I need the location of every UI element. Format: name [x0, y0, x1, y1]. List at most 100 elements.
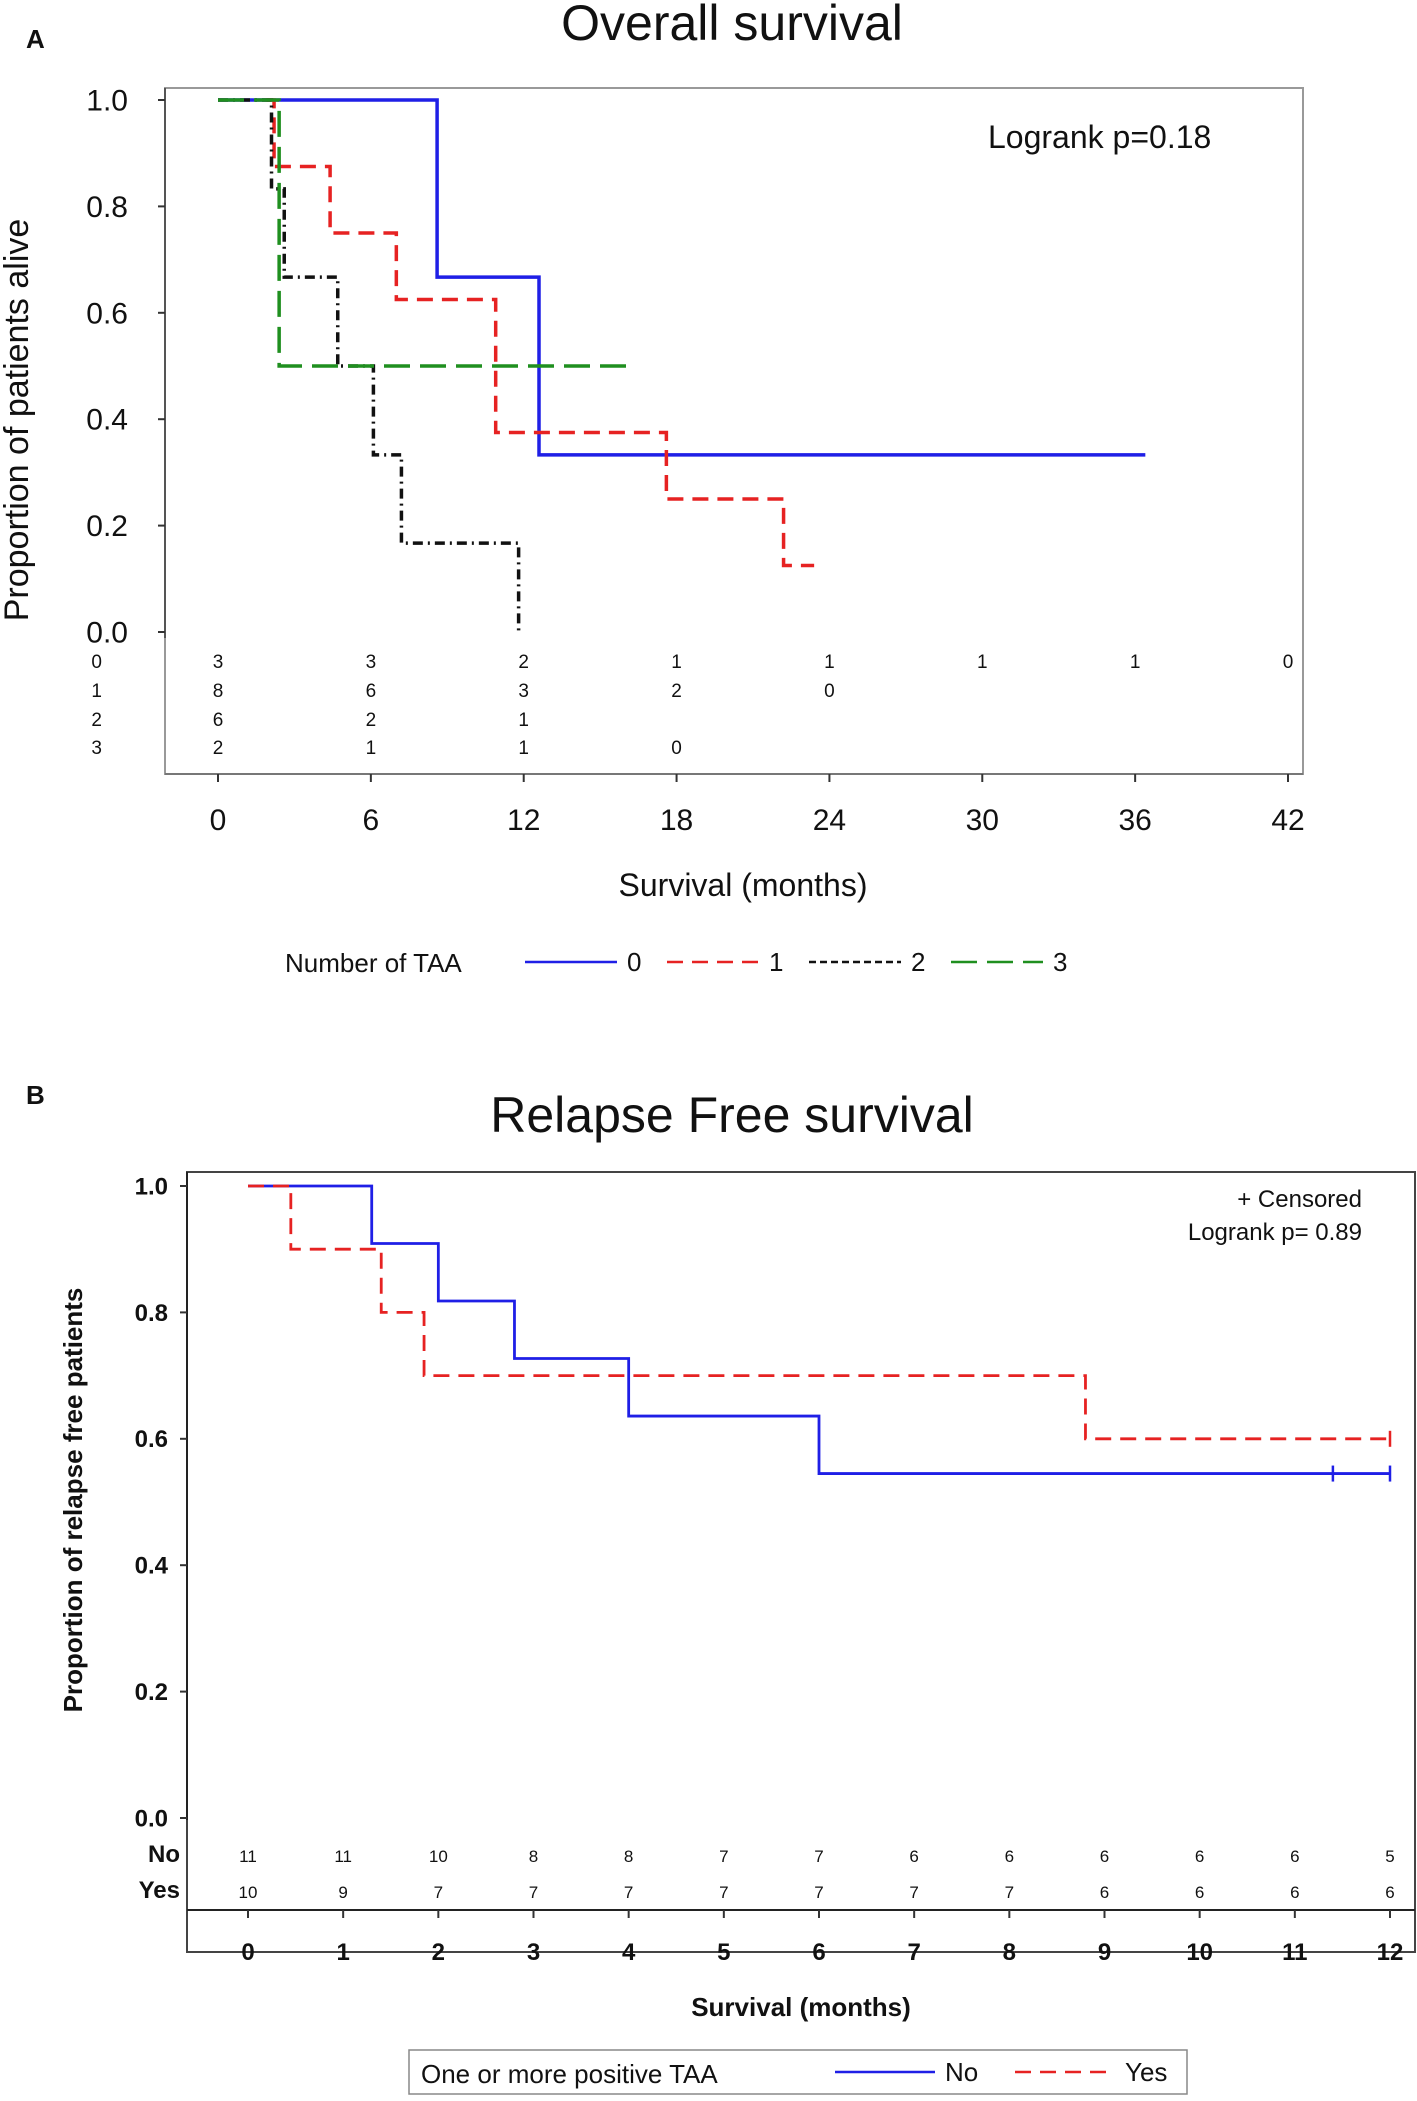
at-risk-count: 1 — [977, 652, 988, 673]
legend-label-3: 3 — [1053, 947, 1067, 977]
panel-a-legend: Number of TAA 0 1 2 3 — [285, 947, 1067, 978]
x-tick-label: 1 — [336, 1939, 349, 1966]
x-tick-label: 10 — [1186, 1939, 1213, 1966]
at-risk-count: 1 — [1130, 652, 1141, 673]
x-tick-label: 11 — [1282, 1939, 1307, 1966]
x-tick-label: 8 — [1003, 1939, 1016, 1966]
at-risk-count: 6 — [1100, 1847, 1109, 1866]
at-risk-count: 7 — [1005, 1883, 1014, 1902]
x-tick-label: 18 — [660, 804, 693, 837]
at-risk-count: 6 — [1290, 1883, 1299, 1902]
at-risk-count: 2 — [671, 681, 682, 702]
panel-b-label: B — [26, 1080, 45, 1110]
at-risk-count: 6 — [1005, 1847, 1014, 1866]
at-risk-count: 0 — [824, 681, 835, 702]
at-risk-count: 7 — [814, 1883, 823, 1902]
x-tick-label: 7 — [907, 1939, 920, 1966]
panel-b-legend-items: No Yes — [835, 2057, 1167, 2087]
at-risk-count: 11 — [334, 1847, 352, 1866]
at-risk-count: 7 — [434, 1883, 443, 1902]
at-risk-count: 1 — [518, 738, 529, 759]
at-risk-count: 6 — [1385, 1883, 1394, 1902]
at-risk-count: 7 — [529, 1883, 538, 1902]
panel-a-title: Overall survival — [561, 0, 903, 51]
at-risk-count: 8 — [529, 1847, 538, 1866]
at-risk-count: 6 — [366, 681, 377, 702]
legend-label-yes: Yes — [1125, 2057, 1167, 2087]
at-risk-count: 1 — [366, 738, 377, 759]
y-tick-label: 0.2 — [135, 1679, 168, 1706]
x-tick-label: 0 — [241, 1939, 254, 1966]
y-tick-label: 1.0 — [135, 1173, 168, 1200]
at-risk-count: 11 — [239, 1847, 257, 1866]
survival-curve-no — [248, 1184, 1390, 1475]
panel-a-x-ticks: 0 6 12 18 24 30 36 42 — [210, 774, 1305, 837]
at-risk-row-label: 3 — [91, 738, 102, 759]
at-risk-count: 5 — [1385, 1847, 1394, 1866]
at-risk-row-label: 2 — [91, 710, 102, 731]
at-risk-count: 7 — [624, 1883, 633, 1902]
at-risk-count: 9 — [338, 1883, 347, 1902]
panel-a-curves — [218, 98, 1146, 632]
x-tick-label: 6 — [812, 1939, 825, 1966]
x-tick-label: 3 — [527, 1939, 540, 1966]
at-risk-count: 0 — [671, 738, 682, 759]
legend-label-no: No — [945, 2057, 978, 2087]
y-tick-label: 0.2 — [86, 510, 128, 543]
at-risk-count: 6 — [1290, 1847, 1299, 1866]
x-tick-label: 5 — [717, 1939, 730, 1966]
at-risk-count: 1 — [671, 652, 682, 673]
survival-curve-0 — [218, 98, 1146, 457]
x-tick-label: 12 — [1377, 1939, 1404, 1966]
x-tick-label: 30 — [966, 804, 999, 837]
panel-b-x-label: Survival (months) — [691, 1992, 911, 2022]
legend-label-0: 0 — [627, 947, 641, 977]
panel-a: A Overall survival 0.0 0.2 0.4 0.6 0.8 1.0 0 6… — [0, 0, 1305, 978]
panel-a-at-risk-table: 0 3 3 2 1 1 1 1 0 1 8 6 3 2 0 2 6 2 1 3 2 1 1 0 — [91, 652, 1293, 759]
at-risk-count: 6 — [1195, 1883, 1204, 1902]
panel-a-y-label: Proportion of patients alive — [0, 219, 36, 622]
panel-b-legend-box — [408, 2049, 1188, 2095]
survival-curve-yes — [248, 1184, 1390, 1441]
at-risk-count: 2 — [213, 738, 224, 759]
at-risk-count: 1 — [824, 652, 835, 673]
panel-a-x-label: Survival (months) — [619, 867, 868, 903]
at-risk-count: 7 — [909, 1883, 918, 1902]
at-risk-count: 2 — [518, 652, 529, 673]
y-tick-label: 0.8 — [135, 1300, 168, 1327]
at-risk-count: 7 — [814, 1847, 823, 1866]
x-tick-label: 6 — [363, 804, 380, 837]
at-risk-row-label: 1 — [91, 681, 102, 702]
at-risk-count: 0 — [1283, 652, 1294, 673]
panel-b-y-ticks: 0.0 0.2 0.4 0.6 0.8 1.0 — [135, 1173, 187, 1832]
y-tick-label: 0.8 — [86, 191, 128, 224]
at-risk-count: 6 — [1100, 1883, 1109, 1902]
y-tick-label: 0.6 — [135, 1426, 168, 1453]
panel-b-curves — [248, 1184, 1392, 1482]
panel-b-title: Relapse Free survival — [490, 1087, 974, 1143]
at-risk-count: 2 — [366, 710, 377, 731]
panel-b-legend-title: One or more positive TAA — [421, 2059, 718, 2089]
at-risk-count: 3 — [213, 652, 224, 673]
panel-b-censored-note: + Censored — [1237, 1186, 1362, 1213]
at-risk-count: 6 — [213, 710, 224, 731]
y-tick-label: 0.0 — [135, 1805, 168, 1832]
x-tick-label: 0 — [210, 804, 227, 837]
panel-a-legend-items: 0 1 2 3 — [525, 947, 1067, 977]
at-risk-count: 3 — [518, 681, 529, 702]
panel-b-legend: One or more positive TAA No Yes — [408, 2049, 1188, 2095]
panel-b-frame — [186, 1171, 1416, 1953]
at-risk-count: 8 — [213, 681, 224, 702]
x-tick-label: 2 — [432, 1939, 445, 1966]
panel-b-x-ticks: 0 1 2 3 4 5 6 7 8 9 10 11 12 — [241, 1910, 1403, 1966]
y-tick-label: 0.4 — [86, 404, 128, 437]
x-tick-label: 9 — [1098, 1939, 1111, 1966]
panel-b-at-risk-table: No 11 11 10 8 8 7 7 6 6 6 6 6 5 Yes 10 9 7 7 7 7 7 7 7 6 6 6 6 — [139, 1841, 1395, 1904]
x-tick-label: 4 — [622, 1939, 636, 1966]
panel-a-y-ticks: 0.0 0.2 0.4 0.6 0.8 1.0 — [86, 85, 165, 650]
at-risk-count: 10 — [239, 1883, 258, 1902]
at-risk-count: 7 — [719, 1883, 728, 1902]
at-risk-count: 3 — [366, 652, 377, 673]
at-risk-count: 6 — [1195, 1847, 1204, 1866]
y-tick-label: 1.0 — [86, 85, 128, 118]
